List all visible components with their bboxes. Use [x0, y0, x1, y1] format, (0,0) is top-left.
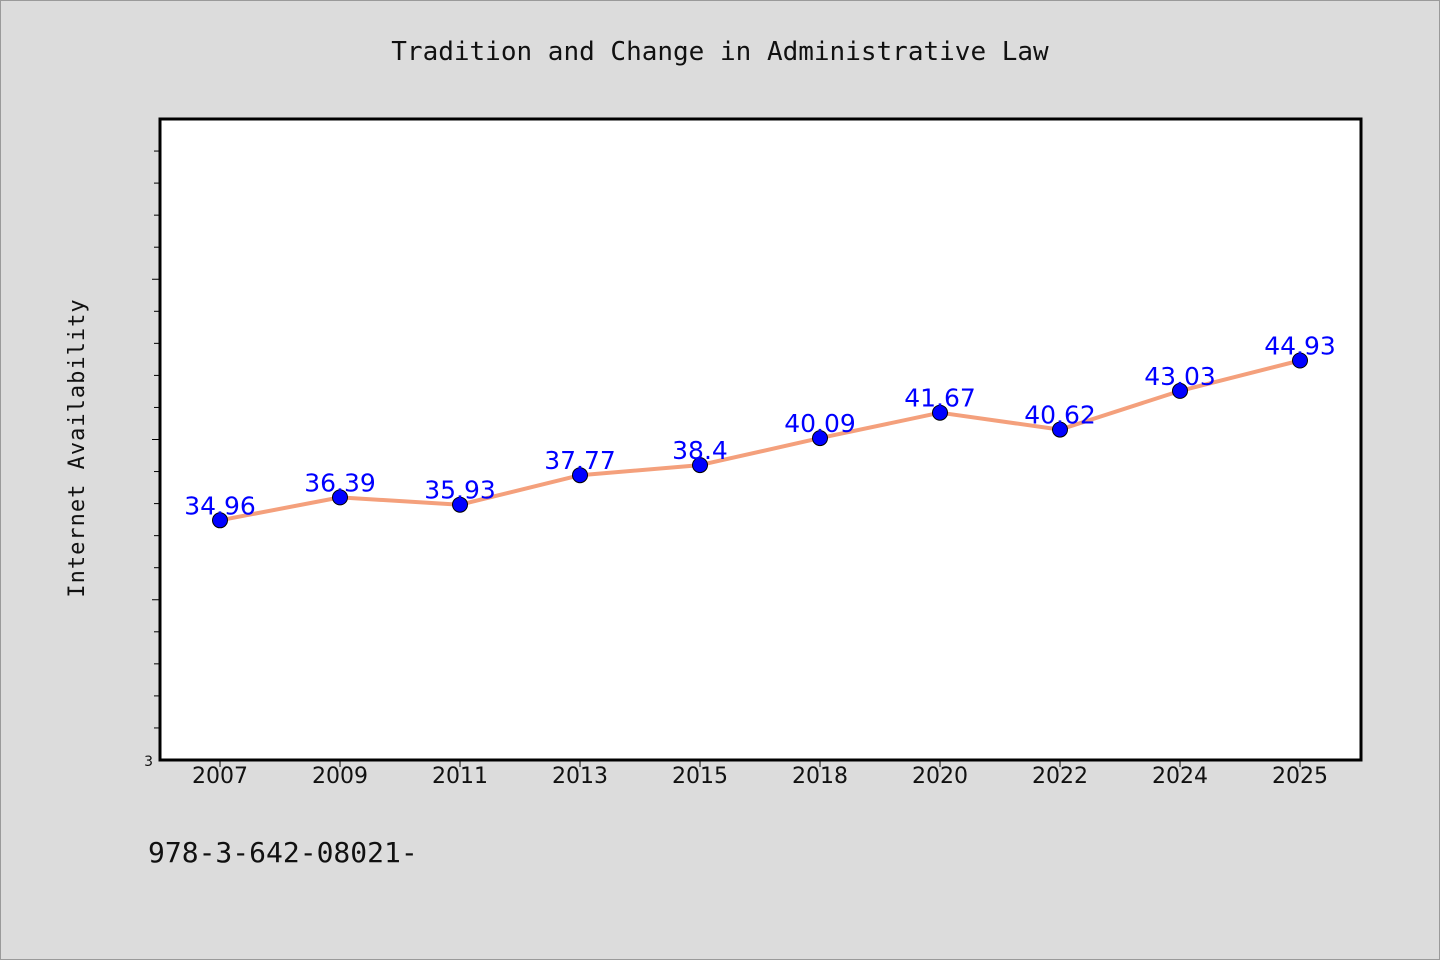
data-label: 38.4	[672, 436, 728, 465]
data-point	[212, 512, 228, 529]
x-tick-label: 2015	[672, 764, 728, 789]
data-point	[452, 496, 468, 513]
data-label: 36.39	[304, 468, 376, 497]
x-tick-label: 2007	[192, 764, 248, 789]
x-tick-label: 2020	[912, 764, 968, 789]
data-point	[1292, 352, 1308, 369]
x-tick-label: 2022	[1032, 764, 1088, 789]
data-label: 40.09	[784, 409, 856, 438]
x-tick-label: 2024	[1152, 764, 1208, 789]
chart-title: Tradition and Change in Administrative L…	[391, 37, 1049, 67]
data-point	[572, 467, 588, 484]
data-label: 41.67	[904, 384, 976, 413]
x-tick-label: 2025	[1272, 764, 1328, 789]
x-axis: 2007 2009 2011 2013 2015 2018 2020 2022 2024 2025	[192, 760, 1328, 789]
data-labels: 34.96 36.39 35.93 37.77 38.4 40.09 41.67 40.62 4…	[184, 332, 1336, 521]
data-label: 43.03	[1144, 362, 1216, 391]
plot-area	[158, 117, 1363, 762]
data-point	[692, 457, 708, 474]
data-label: 35.93	[424, 476, 496, 505]
y-axis-ticks	[152, 150, 160, 729]
data-point	[1172, 382, 1188, 399]
data-point	[332, 489, 348, 506]
data-point	[932, 404, 948, 421]
series-line	[219, 358, 1301, 523]
data-label: 40.62	[1024, 401, 1096, 430]
data-label: 37.77	[544, 446, 616, 475]
data-point	[812, 430, 828, 447]
y-axis-min-label: 3	[144, 754, 153, 770]
data-point	[1052, 421, 1068, 438]
data-label: 44.93	[1264, 332, 1336, 361]
y-axis-label: Internet Availability	[65, 298, 90, 597]
x-tick-label: 2013	[552, 764, 608, 789]
series-markers	[212, 352, 1308, 529]
x-tick-label: 2018	[792, 764, 848, 789]
x-tick-label: 2011	[432, 764, 488, 789]
data-label: 34.96	[184, 491, 256, 520]
x-tick-label: 2009	[312, 764, 368, 789]
footer-isbn: 978-3-642-08021-	[148, 836, 418, 869]
